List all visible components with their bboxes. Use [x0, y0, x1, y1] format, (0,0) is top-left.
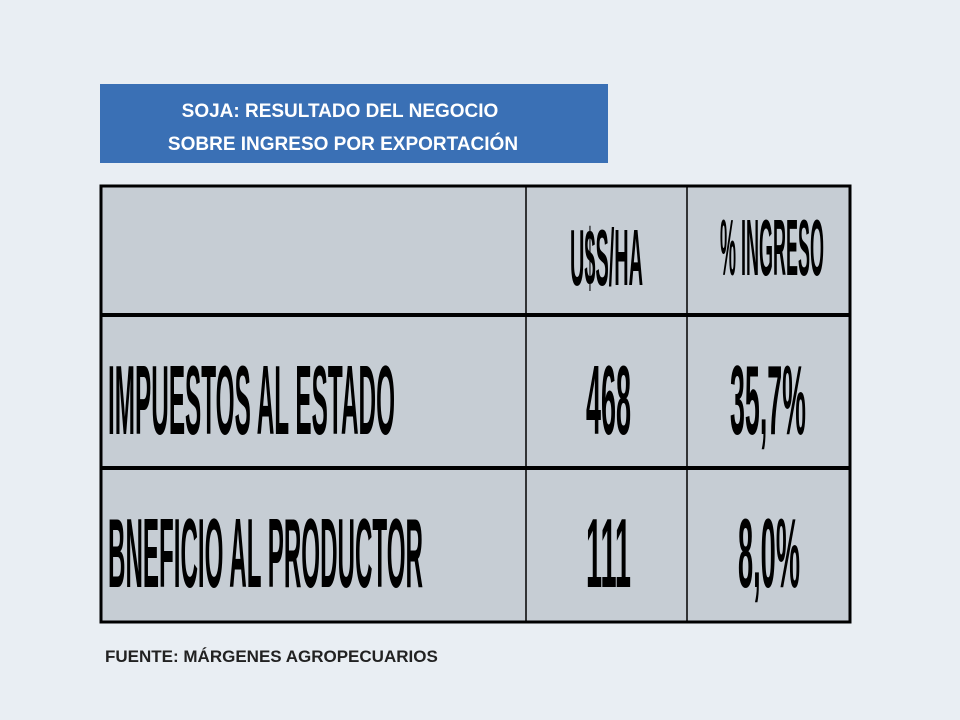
row-label: BNEFICIO AL PRODUCTOR	[108, 498, 423, 608]
cell-value: 35,7%	[730, 345, 806, 455]
source-note: FUENTE: MÁRGENES AGROPECUARIOS	[105, 647, 438, 666]
cell-value: 111	[586, 498, 631, 608]
title-line: SOJA: RESULTADO DEL NEGOCIO	[182, 101, 499, 122]
table: U$S/HA % INGRESO IMPUESTOS AL ESTADO 468…	[99, 184, 852, 624]
column-header: % INGRESO	[720, 203, 824, 292]
table-frame	[99, 184, 852, 624]
row-label: IMPUESTOS AL ESTADO	[108, 345, 395, 455]
cell-value: 468	[586, 345, 631, 455]
title-line: SOBRE INGRESO POR EXPORTACIÓN	[168, 133, 518, 155]
title-box	[100, 84, 608, 163]
cell-value: 8,0%	[738, 498, 800, 608]
column-header: U$S/HA	[570, 213, 643, 302]
